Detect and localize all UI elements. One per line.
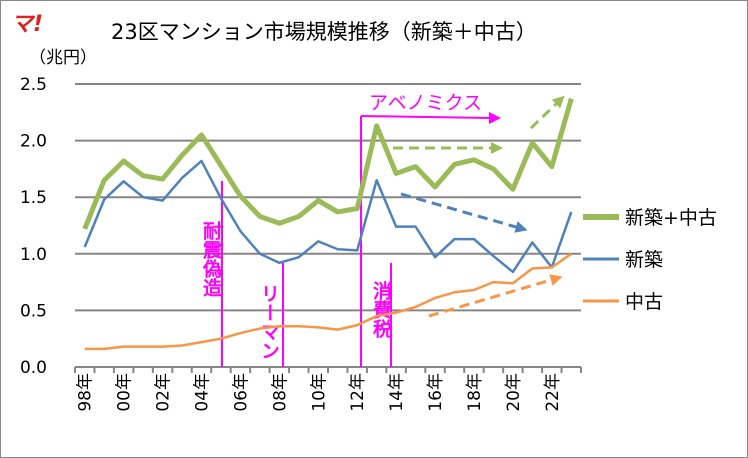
x-tick-label: 18年 (465, 373, 485, 412)
x-tick-label: 16年 (426, 373, 446, 412)
trend-arrow-new-head (514, 221, 528, 233)
legend-label: 新築 (625, 249, 663, 271)
y-tick-label: 2.5 (20, 75, 47, 95)
x-tick-label: 02年 (154, 373, 174, 412)
y-tick-label: 0.5 (20, 301, 47, 321)
x-tick-label: 14年 (387, 373, 407, 412)
x-tick-label: 20年 (504, 373, 524, 412)
x-tick-label: 12年 (348, 373, 368, 412)
annotation-abenomics: アベノミクス (369, 92, 482, 114)
logo: マ! (11, 12, 43, 37)
series-line-2 (83, 159, 573, 274)
y-tick-label: 0.0 (20, 358, 47, 378)
series-line-1 (82, 98, 574, 230)
annotation-shohizei: 消費税 (370, 280, 392, 339)
y-tick-label: 1.0 (20, 245, 47, 265)
x-tick-label: 10年 (309, 373, 329, 412)
legend-label: 新築+中古 (625, 207, 717, 229)
x-tick-label: 04年 (193, 373, 213, 412)
x-tick-label: 00年 (115, 373, 135, 412)
trend-arrow-total-head (491, 142, 503, 154)
annotation-lehman: リーマン (258, 284, 280, 360)
trend-arrow-used-head (549, 274, 563, 286)
y-tick-label: 2.0 (20, 132, 47, 152)
series-line-3 (84, 252, 572, 351)
trend-arrow-total-up (529, 102, 558, 130)
abenomics-arrow (360, 115, 492, 119)
legend-label: 中古 (625, 291, 663, 313)
y-tick-label: 1.5 (20, 188, 47, 208)
x-tick-label: 22年 (543, 373, 563, 412)
trend-arrow-used (428, 278, 552, 318)
chart-title: 23区マンション市場規模推移（新築＋中古） (111, 20, 537, 44)
x-tick-label: 06年 (231, 373, 251, 412)
trend-arrow-new (400, 192, 517, 229)
annotation-taishin: 耐震偽造 (200, 221, 223, 298)
abenomics-arrowhead (489, 112, 501, 124)
x-tick-label: 98年 (76, 373, 96, 412)
trend-arrow-total-up-head (551, 95, 565, 109)
y-axis-unit: （兆円） (29, 48, 97, 68)
x-tick-label: 08年 (270, 373, 290, 412)
